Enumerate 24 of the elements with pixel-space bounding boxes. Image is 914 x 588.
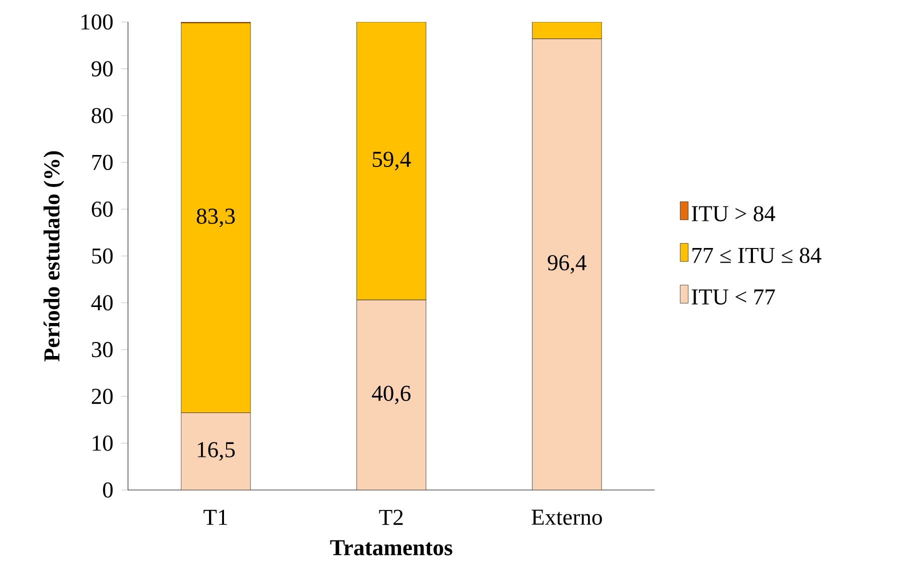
x-axis-title: Tratamentos: [330, 540, 452, 556]
y-tick-label: 10: [92, 436, 113, 451]
y-tick-label: 30: [92, 342, 113, 358]
y-tick-label: 70: [92, 154, 113, 170]
legend-label: 77 ≤ ITU ≤ 84: [692, 248, 822, 264]
data-label: 96,4: [548, 255, 586, 274]
legend-label: ITU < 77: [692, 290, 775, 305]
y-tick-label: 80: [92, 108, 113, 124]
data-label: 59,4: [372, 152, 411, 170]
y-tick-label: 60: [92, 202, 113, 217]
y-tick-label: 100: [82, 14, 113, 30]
y-tick-label: 40: [91, 295, 113, 310]
data-label: 16,5: [198, 442, 235, 461]
x-tick-label: T1: [204, 510, 228, 525]
x-tick-label: T2: [379, 510, 403, 525]
legend-label: ITU > 84: [692, 206, 776, 222]
y-axis-title: Período estudado (%): [44, 151, 64, 362]
x-tick-label: Externo: [532, 510, 602, 525]
y-tick-label: 20: [92, 388, 113, 404]
y-tick-label: 50: [92, 248, 113, 264]
y-tick-label: 90: [92, 61, 113, 76]
data-label: 40,6: [372, 386, 410, 404]
data-label: 83,3: [196, 208, 235, 228]
y-tick-label: 0: [103, 482, 113, 498]
